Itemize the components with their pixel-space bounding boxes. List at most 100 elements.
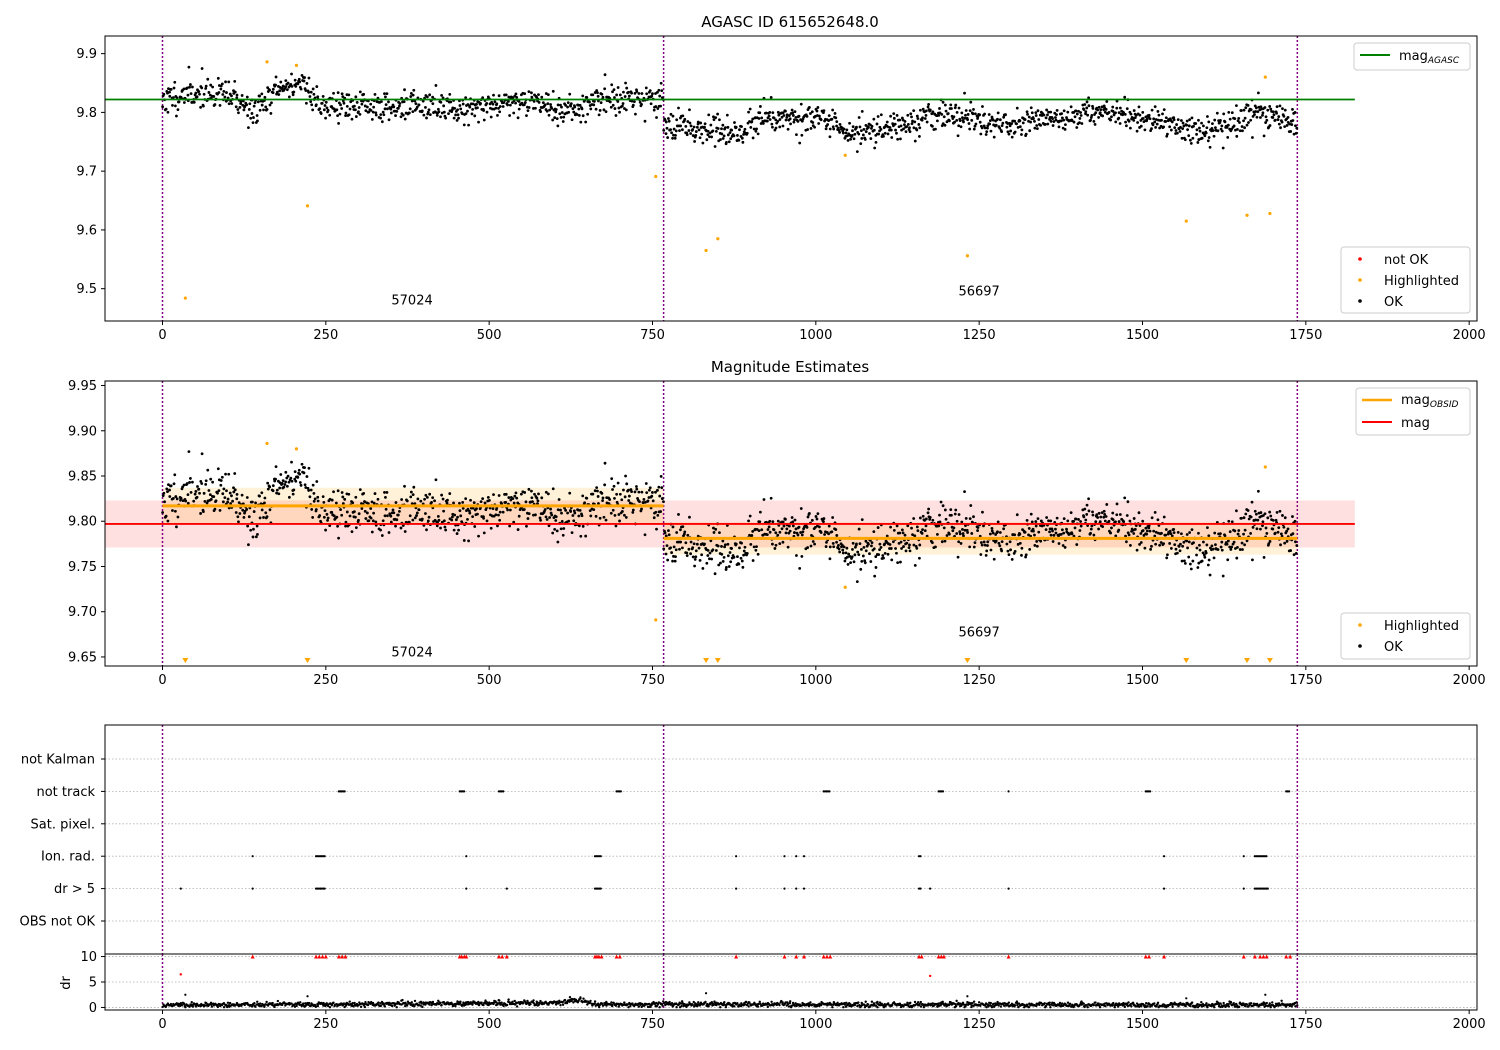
top-ok-point-1592: [1206, 115, 1209, 118]
mid-ok-point-1674: [1259, 511, 1263, 514]
mid-ok-point-757: [660, 486, 664, 490]
mid-ok-point-171: [274, 477, 277, 481]
top-ok-point-868: [733, 121, 736, 124]
top-ok-point-1210: [956, 134, 960, 138]
mid-highlighted-point-3: [843, 585, 847, 589]
top-ok-point-294: [354, 115, 358, 118]
mid-ok-point-217: [304, 486, 308, 489]
mid-ok-point-37: [185, 482, 189, 485]
mid-ok-point-937: [778, 542, 782, 546]
top-highlighted-point-8: [965, 254, 970, 258]
top-ok-point-1693: [1271, 110, 1275, 114]
top-ok-point-823: [703, 122, 707, 126]
dr-ok-point-1042: [857, 1001, 860, 1004]
dr-ok-point-1132: [916, 1001, 920, 1004]
top-ok-point-1190: [943, 123, 947, 127]
mid-ok-point-333: [380, 534, 384, 537]
top-ok-point-1641: [1238, 121, 1241, 124]
mid-ok-point-921: [767, 525, 771, 529]
top-ok-point-1436: [1103, 110, 1107, 114]
dr-ok-point-1093: [890, 1004, 894, 1007]
top-ok-point-444: [454, 113, 458, 117]
mid-ok-point-1383: [1069, 511, 1073, 515]
top-ok-point-135: [250, 112, 254, 115]
top-ok-point-357: [396, 106, 400, 110]
mid-ok-point-1415: [1090, 524, 1094, 528]
top-ok-point-722: [637, 92, 641, 95]
top-ok-point-1220: [963, 91, 966, 95]
top-ok-point-1078: [870, 127, 873, 130]
top-ok-point-1347: [1046, 113, 1049, 117]
top-ok-point-1571: [1192, 124, 1195, 128]
top-ok-point-554: [526, 109, 530, 113]
mid-ok-point-477: [476, 512, 479, 516]
mid-ok-point-696: [620, 498, 624, 502]
dr-ok-point-416: [439, 1001, 442, 1005]
top-ok-point-1664: [1253, 113, 1256, 116]
top-ok-point-604: [559, 115, 563, 119]
mid-ok-point-663: [598, 516, 602, 520]
top-ok-point-1086: [875, 122, 879, 126]
mid-ok-point-1151: [918, 556, 921, 560]
top-ok-point-1674: [1259, 105, 1263, 109]
mid-ok-point-763: [664, 552, 668, 556]
top-marks: [105, 36, 1355, 321]
top-ok-point-1719: [1289, 130, 1293, 133]
top-ok-point-961: [793, 110, 797, 114]
top-ok-point-1137: [908, 130, 912, 134]
mid-ok-point-858: [726, 542, 730, 546]
mid-ok-point-154: [263, 501, 266, 505]
top-ok-point-584: [546, 102, 550, 106]
mid-ok-point-245: [322, 515, 326, 519]
mid-ok-point-505: [494, 513, 498, 517]
top-ok-point-1474: [1129, 126, 1132, 130]
mid-ok-point-702: [624, 474, 627, 478]
mid-ok-point-1189: [942, 526, 946, 530]
mid-ok-point-266: [336, 489, 340, 493]
mid-ok-point-357: [396, 513, 400, 517]
top-ok-point-1365: [1057, 125, 1061, 129]
mid-ok-point-554: [526, 517, 530, 520]
top-ok-point-811: [695, 125, 699, 129]
mid-ok-point-1213: [958, 530, 962, 534]
top-ok-point-23: [176, 108, 180, 112]
mid-ok-point-60: [200, 452, 204, 456]
top-ok-point-1172: [931, 110, 935, 114]
dr-ok-point-297: [359, 1005, 363, 1009]
mid-ok-point-1418: [1092, 533, 1096, 537]
top-ok-point-1586: [1202, 124, 1205, 128]
mid-ok-point-849: [720, 552, 724, 556]
top-ok-point-1710: [1283, 125, 1287, 129]
top-ok-point-864: [730, 128, 734, 132]
mid-ok-point-1547: [1176, 530, 1180, 534]
top-highlighted-point-2: [294, 63, 299, 67]
mid-ok-point-973: [801, 530, 805, 534]
top-ok-point-957: [791, 111, 795, 115]
mid-ok-point-1228: [968, 545, 972, 549]
top-ok-point-41: [188, 85, 191, 89]
top-ok-point-922: [768, 111, 772, 114]
mid-ok-point-462: [466, 517, 469, 521]
mid-ok-point-1484: [1135, 548, 1139, 552]
mid-ok-point-287: [350, 530, 354, 534]
mid-ok-point-1628: [1229, 548, 1233, 551]
top-ok-point-132: [248, 102, 252, 106]
mid-ok-point-236: [316, 499, 320, 503]
mid-ok-point-1540: [1172, 527, 1176, 531]
mid-ok-point-918: [765, 533, 769, 537]
mid-ok-point-1212: [957, 513, 961, 516]
dr-ok-point-327: [379, 1004, 383, 1008]
dr-ok-point-691: [623, 1001, 626, 1004]
top-ok-point-1308: [1020, 128, 1024, 132]
top-ok-point-548: [522, 103, 526, 107]
top-ok-point-1673: [1259, 116, 1262, 119]
dr-ok-point-665: [605, 1004, 608, 1007]
mid-ok-point-601: [557, 498, 561, 501]
mid-ok-point-923: [768, 530, 772, 534]
top-ok-point-907: [758, 111, 762, 115]
top-ok-point-867: [732, 134, 736, 138]
top-ok-point-202: [294, 85, 298, 88]
mid-ok-point-485: [481, 497, 485, 501]
mid-ok-point-1585: [1201, 551, 1205, 555]
top-ok-point-733: [644, 86, 648, 90]
